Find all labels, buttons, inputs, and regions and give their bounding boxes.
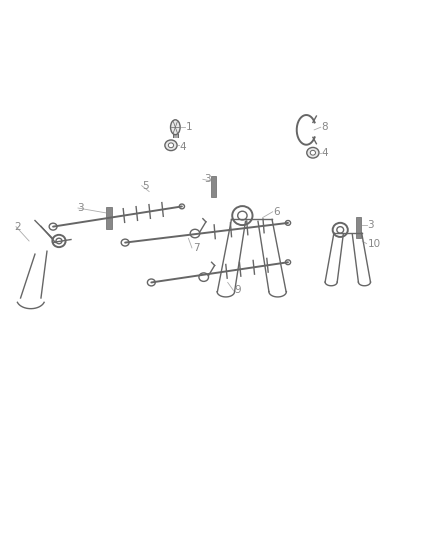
Bar (211, 175, 216, 197)
Ellipse shape (310, 150, 315, 155)
Ellipse shape (286, 221, 290, 225)
Text: 7: 7 (193, 243, 199, 253)
Text: 2: 2 (14, 222, 21, 232)
Bar (106, 207, 112, 229)
Bar (356, 217, 361, 238)
Text: 8: 8 (321, 122, 328, 132)
Text: 3: 3 (77, 203, 84, 213)
Text: 10: 10 (367, 239, 381, 248)
Text: 4: 4 (180, 142, 186, 152)
Ellipse shape (307, 148, 319, 158)
Text: 9: 9 (234, 286, 241, 295)
Ellipse shape (190, 229, 200, 238)
Ellipse shape (286, 260, 290, 265)
Ellipse shape (165, 140, 177, 151)
Text: 3: 3 (367, 220, 374, 230)
Ellipse shape (49, 223, 57, 230)
Ellipse shape (199, 273, 208, 281)
Ellipse shape (148, 279, 155, 286)
Ellipse shape (179, 204, 184, 209)
Text: 3: 3 (204, 174, 210, 184)
Ellipse shape (168, 143, 173, 148)
Text: 6: 6 (274, 207, 280, 217)
Text: 1: 1 (186, 122, 193, 132)
Text: 4: 4 (321, 148, 328, 158)
Ellipse shape (121, 239, 129, 246)
Text: 5: 5 (143, 181, 149, 191)
Ellipse shape (170, 120, 180, 135)
